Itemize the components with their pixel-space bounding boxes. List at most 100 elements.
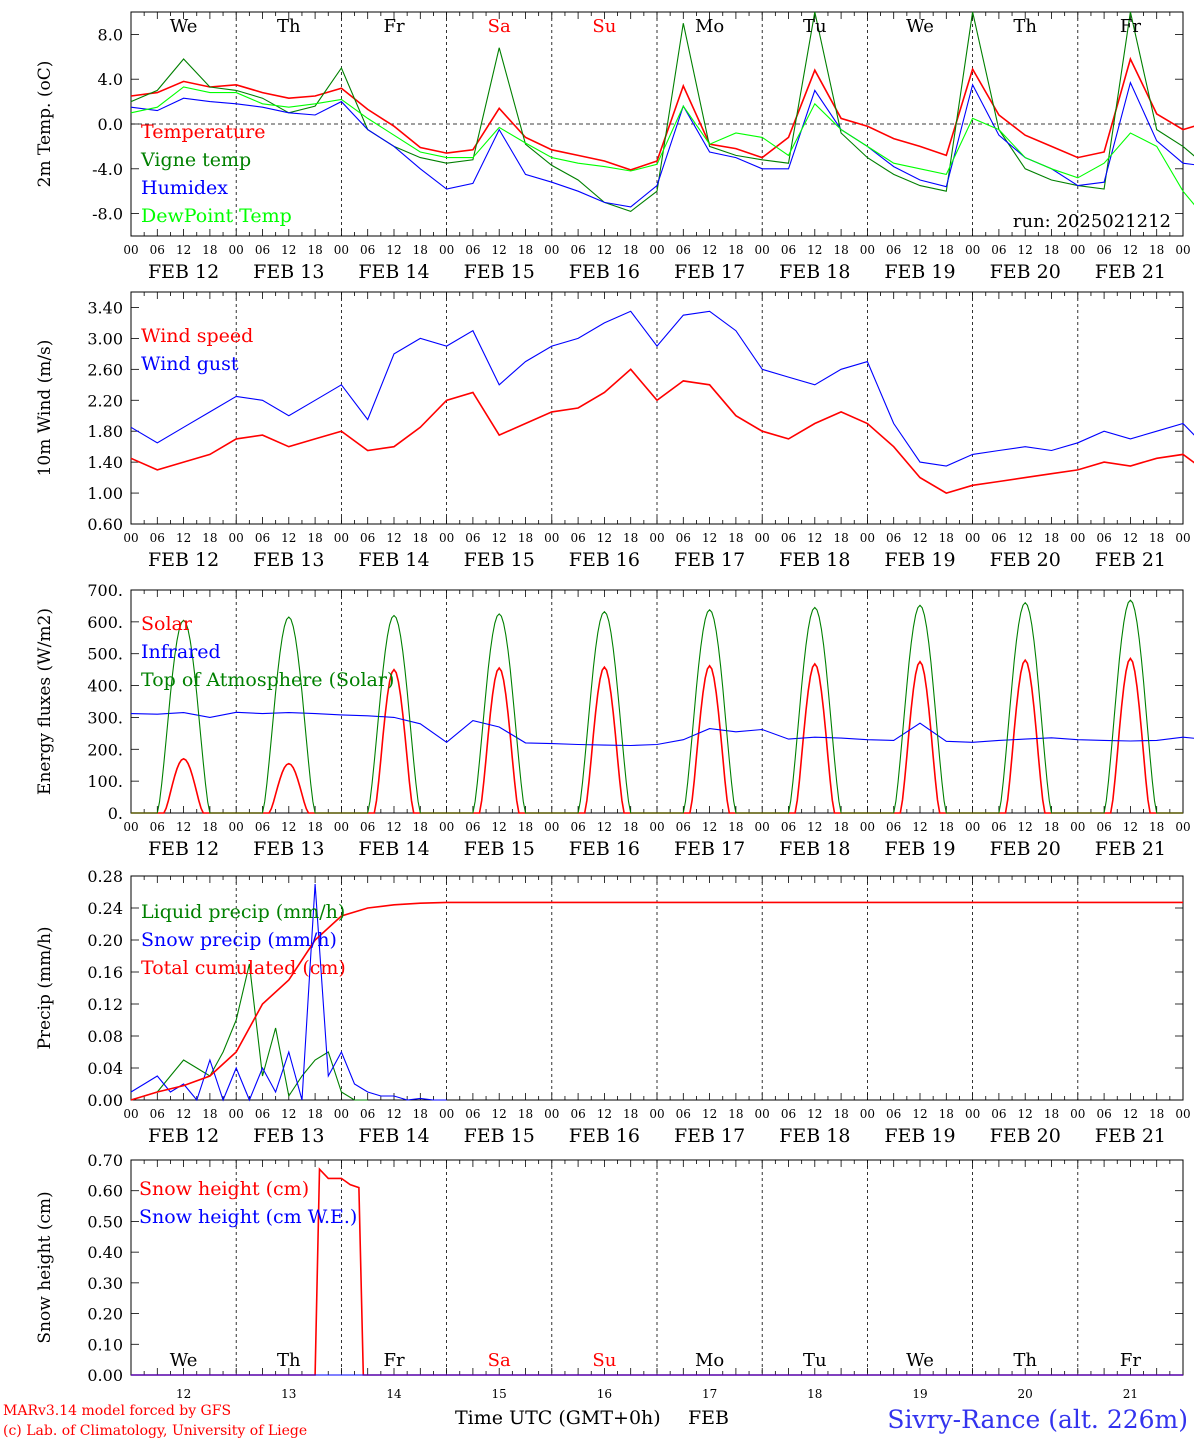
y-tick-label: 400. [87,677,123,696]
hour-tick-label: 06 [1096,531,1111,545]
hour-tick-label: 06 [150,243,165,257]
weekday-label-bottom: Tu [803,1350,827,1371]
hour-tick-label: 00 [544,820,559,834]
hour-tick-label: 12 [702,243,717,257]
y-tick-label: 0.08 [87,1027,123,1046]
hour-tick-label: 00 [334,820,349,834]
hour-tick-label: 06 [676,243,691,257]
hour-tick-label: 12 [597,531,612,545]
hour-tick-label: 12 [1018,243,1033,257]
hour-tick-label: 00 [544,243,559,257]
weekday-label-top: Th [1013,16,1037,37]
hour-tick-label: 12 [386,1107,401,1121]
series-line-1-1 [130,56,1194,171]
y-tick-label: 2.60 [87,360,123,379]
hour-tick-label: 18 [202,820,217,834]
y-tick-label: 0.0 [98,115,123,134]
date-label: FEB 12 [148,1125,219,1147]
date-label: FEB 15 [464,838,535,860]
panel-1: -8.0 -4.0 0.0 4.0 8.0 2m Temp. (oC) Temperatur… [35,11,1194,283]
y-tick-label: 0.70 [87,1151,123,1170]
hour-tick-label: 12 [281,531,296,545]
hour-tick-label: 00 [439,531,454,545]
legend-entry: Wind gust [141,353,239,375]
hour-tick-label: 06 [570,243,585,257]
legend-entry: Solar [141,613,193,635]
date-label: FEB 19 [884,1125,955,1147]
hour-tick-label: 18 [1044,1107,1059,1121]
hour-tick-label: 12 [912,531,927,545]
series-line-1-3 [130,80,1194,208]
hour-tick-label: 18 [413,820,428,834]
hour-tick-label: 18 [518,820,533,834]
y-tick-label: 0.20 [87,1305,123,1324]
hour-tick-label: 00 [755,243,770,257]
series-line-5-1 [131,1167,1183,1376]
hour-tick-label: 12 [386,820,401,834]
weekday-label-bottom: We [906,1350,934,1371]
hour-tick-label: 00 [965,820,980,834]
y-tick-label: 0.10 [87,1335,123,1354]
date-label: FEB 15 [464,1125,535,1147]
hour-tick-label: 00 [123,531,138,545]
y-tick-label: 600. [87,613,123,632]
hour-tick-label: 06 [781,531,796,545]
hour-tick-label: 00 [1070,243,1085,257]
hour-tick-label: 12 [807,531,822,545]
time-axis-label: Time UTC (GMT+0h) [455,1407,661,1429]
hour-tick-label: 18 [623,820,638,834]
hour-tick-label: 06 [465,243,480,257]
hour-tick-label: 00 [1070,820,1085,834]
series-line-4-1 [130,963,368,1101]
hour-tick-label: 06 [1096,820,1111,834]
series-line-1-2 [130,11,1194,213]
hour-tick-label: 06 [1096,243,1111,257]
y-tick-label: 0.20 [87,931,123,950]
hour-tick-label: 12 [1018,820,1033,834]
hour-tick-label: 18 [1044,820,1059,834]
date-label: FEB 19 [884,838,955,860]
weekday-label-top: Th [277,16,301,37]
hour-tick-label: 06 [255,1107,270,1121]
hour-tick-label: 18 [202,1107,217,1121]
hour-tick-label: 12 [1018,1107,1033,1121]
hour-tick-label: 18 [623,531,638,545]
hour-tick-label: 18 [623,1107,638,1121]
hour-tick-label: 00 [1070,1107,1085,1121]
hour-tick-label: 00 [123,1107,138,1121]
hour-tick-label: 18 [939,243,954,257]
date-label: FEB 18 [779,261,850,283]
hour-tick-label: 00 [860,243,875,257]
hour-tick-label: 00 [439,820,454,834]
hour-tick-label: 06 [886,243,901,257]
day-number-label: 18 [807,1387,822,1401]
hour-tick-label: 18 [939,531,954,545]
hour-tick-label: 00 [229,531,244,545]
hour-tick-label: 06 [360,1107,375,1121]
hour-tick-label: 18 [202,243,217,257]
legend-entry: Snow height (cm W.E.) [139,1206,357,1228]
y-tick-label: 300. [87,708,123,727]
hour-tick-label: 00 [334,531,349,545]
date-label: FEB 15 [464,549,535,571]
hour-tick-label: 06 [886,531,901,545]
hour-tick-label: 12 [281,1107,296,1121]
hour-tick-label: 00 [860,531,875,545]
weekday-label-top: Tu [803,16,827,37]
y-tick-label: 0. [108,804,123,823]
hour-tick-label: 00 [649,1107,664,1121]
hour-tick-label: 06 [781,1107,796,1121]
hour-tick-label: 18 [1149,243,1164,257]
day-number-label: 20 [1018,1387,1033,1401]
hour-tick-label: 18 [518,243,533,257]
date-label: FEB 16 [569,261,640,283]
date-label: FEB 21 [1095,838,1166,860]
panel-3: 0. 100. 200. 300. 400. 500. 600. 700. Energy flu… [35,581,1194,860]
date-label: FEB 18 [779,838,850,860]
date-label: FEB 14 [358,549,429,571]
y-tick-label: 0.04 [87,1059,123,1078]
y-tick-label: 0.28 [87,867,123,886]
hour-tick-label: 06 [150,1107,165,1121]
y-tick-label: 100. [87,772,123,791]
